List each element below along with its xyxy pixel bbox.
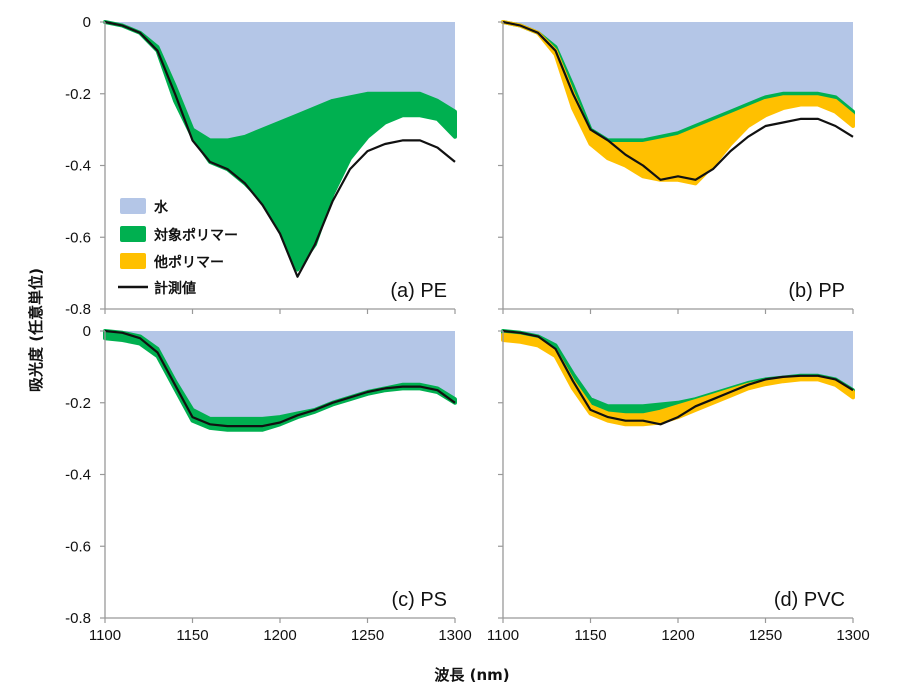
series-measured-d <box>502 329 854 426</box>
legend-label-water: 水 <box>154 199 169 216</box>
panel-label-c: (c) PS <box>391 589 447 611</box>
x-tick-label: 1250 <box>749 627 782 644</box>
series-water-d <box>503 331 853 407</box>
legend-swatch-other <box>120 253 146 269</box>
legend-label-other: 他ポリマー <box>153 254 224 271</box>
x-tick-label: 1200 <box>263 627 296 644</box>
panel-d: (d) PVC <box>498 329 855 623</box>
legend-swatch-target <box>120 226 146 242</box>
y-axis-title: 吸光度 (任意単位) <box>27 268 45 392</box>
y-tick-label: -0.4 <box>65 158 91 175</box>
legend-swatch-water <box>120 198 146 214</box>
series-measured-c <box>104 329 456 428</box>
y-tick-label: -0.2 <box>65 86 91 103</box>
panel-label-a: (a) PE <box>390 280 447 302</box>
y-tick-label: 0 <box>83 14 91 31</box>
y-tick-label: 0 <box>83 323 91 340</box>
series-water-b <box>503 22 853 141</box>
series-water-a <box>105 22 455 141</box>
y-tick-label: -0.8 <box>65 301 91 318</box>
legend-label-measured: 計測値 <box>154 280 196 297</box>
x-axis-ticks: 1100 1150 1200 1250 1300 1100 1150 1200 1250 1300 <box>89 627 870 644</box>
x-tick-label: 1100 <box>89 627 121 644</box>
series-measured-b <box>502 20 854 181</box>
x-tick-label: 1300 <box>438 627 471 644</box>
series-measured-a <box>104 20 456 278</box>
panel-a: (a) PE <box>100 20 457 314</box>
x-tick-label: 1200 <box>661 627 694 644</box>
legend: 水 対象ポリマー 他ポリマー 計測値 <box>118 198 238 297</box>
x-tick-label: 1100 <box>487 627 519 644</box>
panel-label-d: (d) PVC <box>774 589 845 611</box>
series-other-b <box>501 20 855 186</box>
x-tick-label: 1300 <box>836 627 869 644</box>
y-tick-label: -0.2 <box>65 395 91 412</box>
y-tick-label: -0.8 <box>65 610 91 627</box>
legend-label-target: 対象ポリマー <box>153 227 238 244</box>
panel-c: (c) PS <box>100 329 457 623</box>
y-tick-label: -0.6 <box>65 538 91 555</box>
panel-b: (b) PP <box>498 20 855 314</box>
x-tick-label: 1150 <box>176 627 208 644</box>
x-tick-label: 1150 <box>574 627 606 644</box>
panels: (a) PE (b) PP (c) PS (d) PVC <box>100 20 855 623</box>
y-tick-label: -0.4 <box>65 467 91 484</box>
y-tick-label: -0.6 <box>65 229 91 246</box>
series-water-c <box>105 331 455 419</box>
x-axis-title: 波長 (nm) <box>434 666 509 684</box>
y-axis-ticks: 0 -0.2 -0.4 -0.6 -0.8 0 -0.2 -0.4 -0.6 -0.8 <box>65 14 91 627</box>
series-other-d <box>501 332 855 427</box>
x-tick-label: 1250 <box>351 627 384 644</box>
panel-label-b: (b) PP <box>788 280 845 302</box>
